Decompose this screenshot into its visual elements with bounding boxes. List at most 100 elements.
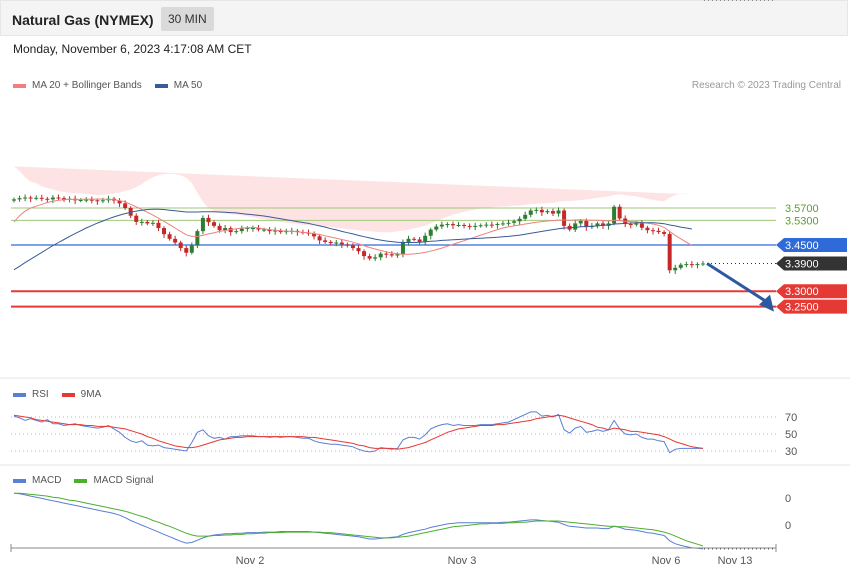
interval-button[interactable]: 30 MIN (161, 7, 214, 31)
candle-body (400, 241, 405, 255)
candle-body (600, 223, 605, 226)
candle-body (62, 198, 67, 200)
candle-body (512, 221, 517, 223)
candle-body (334, 242, 339, 244)
candle-body (67, 198, 72, 200)
ma20-line (13, 198, 693, 255)
candle-body (173, 238, 178, 243)
candle-body (178, 242, 183, 249)
price-legend: MA 20 + Bollinger Bands MA 50 (13, 80, 215, 91)
candle-body (184, 248, 189, 253)
macd-legend: MACD MACD Signal (13, 475, 166, 486)
legend-rsi-ma: 9MA (61, 389, 102, 400)
candle-body (300, 232, 305, 234)
candle-body (117, 200, 122, 204)
chart-header: Natural Gas (NYMEX) 30 MIN (0, 0, 848, 36)
candle-body (39, 197, 44, 199)
instrument-title: Natural Gas (NYMEX) (12, 12, 154, 28)
candle-body (662, 232, 667, 234)
candle-body (150, 222, 155, 224)
rsi-line (13, 411, 703, 454)
candle-body (634, 223, 639, 225)
credit-text: Research © 2023 Trading Central (691, 80, 841, 91)
candle-body (356, 248, 361, 252)
candle-body (450, 224, 455, 226)
candle-body (384, 253, 389, 255)
candle-body (562, 210, 567, 226)
candle-body (656, 230, 661, 233)
candle-body (567, 225, 572, 230)
candle-body (34, 197, 39, 199)
candle-body (345, 244, 350, 246)
level-label: 3.4500 (785, 240, 819, 252)
candle-body (78, 199, 83, 201)
candle-body (217, 225, 222, 231)
support-price-tag (776, 284, 847, 299)
candle-body (701, 263, 705, 265)
legend-rsi-ma-swatch (61, 392, 75, 397)
legend-ma50-label: MA 50 (173, 80, 203, 91)
legend-ma50-swatch (154, 83, 168, 88)
candle-body (145, 221, 150, 224)
legend-rsi-label: RSI (32, 389, 49, 400)
last-price-tag (776, 256, 847, 271)
candle-body (245, 228, 250, 230)
legend-rsi-swatch (13, 392, 26, 397)
support-price-tag (776, 299, 847, 314)
candle-body (134, 215, 139, 222)
candle-body (639, 223, 644, 228)
candle-body (200, 217, 205, 232)
legend-ma20-swatch (13, 83, 26, 88)
legend-rsi-ma-label: 9MA (80, 389, 102, 400)
candle-body (695, 264, 700, 266)
level-label: 3.5700 (785, 203, 819, 215)
candle-body (528, 210, 533, 215)
level-label: 3.3000 (785, 286, 819, 298)
legend-ma20: MA 20 + Bollinger Bands (13, 80, 142, 91)
candle-body (689, 264, 694, 266)
candle-body (623, 218, 628, 225)
candle-body (495, 224, 500, 226)
candle-body (550, 211, 555, 214)
candle-body (84, 199, 89, 201)
candle-body (45, 198, 50, 200)
candle-body (467, 225, 472, 227)
rsi-ma-line (13, 414, 704, 450)
candle-body (239, 228, 244, 232)
candle-body (106, 198, 111, 201)
rsi-legend: RSI 9MA (13, 389, 114, 400)
candle-body (73, 198, 78, 201)
candle-body (595, 223, 600, 226)
legend-macd: MACD (13, 475, 61, 486)
candle-body (523, 214, 528, 219)
x-tick-label: Nov 3 (448, 555, 477, 567)
level-label: 3.5300 (785, 215, 819, 227)
candle-body (189, 245, 194, 253)
candle-body (228, 228, 233, 233)
candle-body (678, 264, 683, 268)
candle-body (412, 238, 417, 240)
candle-body (395, 254, 400, 256)
candle-body (139, 221, 144, 223)
candle-body (456, 224, 461, 226)
candle-body (312, 233, 317, 237)
candle-body (534, 209, 539, 211)
candle-body (212, 222, 217, 226)
candle-body (156, 222, 161, 229)
candle-body (256, 228, 261, 230)
candle-body (28, 197, 33, 199)
candle-body (556, 210, 561, 214)
candle-body (195, 231, 200, 246)
pivot-price-tag (776, 238, 847, 252)
candle-body (128, 208, 133, 216)
candle-body (306, 232, 311, 234)
candle-body (267, 229, 272, 232)
candle-body (295, 230, 300, 233)
candle-body (56, 197, 61, 199)
candle-body (650, 230, 655, 232)
candle-body (617, 206, 622, 219)
candle-body (123, 203, 128, 209)
candle-body (362, 251, 367, 257)
legend-macd-signal-label: MACD Signal (93, 475, 154, 486)
candle-body (489, 224, 494, 226)
